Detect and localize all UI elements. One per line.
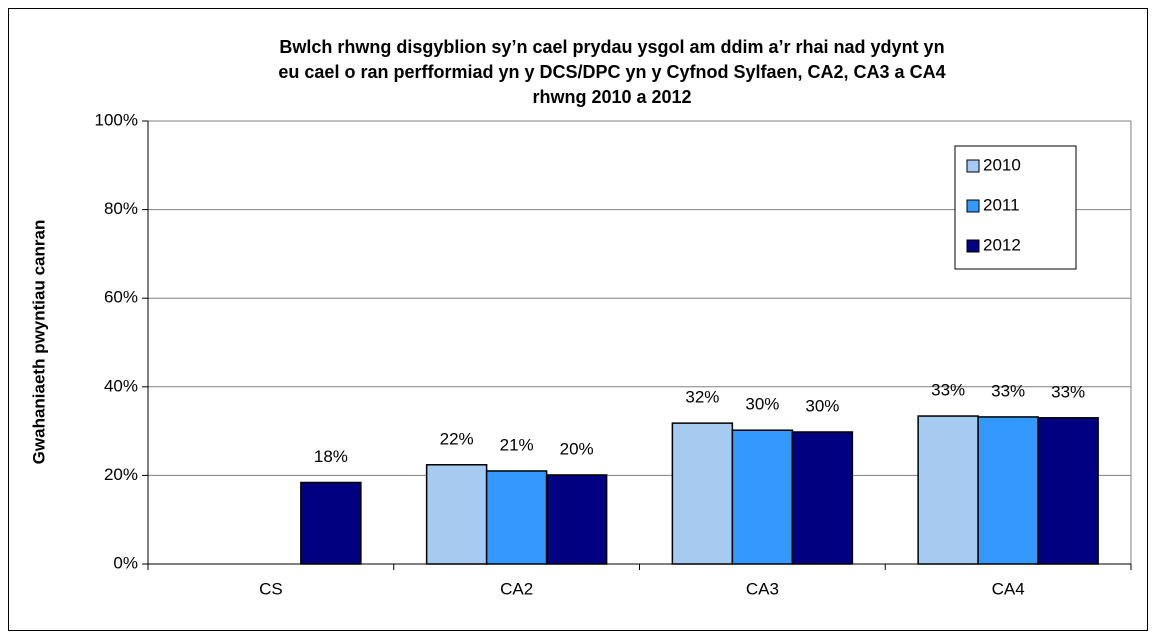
data-label: 18% [314,447,348,466]
bar [791,431,854,565]
chart-title: rhwng 2010 a 2012 [532,87,691,107]
y-axis-label: Gwahaniaeth pwyntiau canran [29,220,48,465]
data-label: 30% [745,395,779,414]
data-label: 32% [685,388,719,407]
bar [485,470,548,565]
bar [731,429,794,565]
y-tick-label: 20% [104,465,138,484]
data-label: 33% [1051,382,1085,401]
bar [977,416,1039,565]
legend-label: 2010 [983,155,1021,174]
x-tick-label: CS [259,579,283,598]
data-label: 21% [500,435,534,454]
chart-title: eu cael o ran perfformiad yn y DCS/DPC y… [278,62,945,82]
x-tick-label: CA4 [992,579,1025,598]
data-label: 33% [991,381,1025,400]
chart-title: Bwlch rhwng disgyblion sy’n cael prydau … [279,37,944,57]
legend-label: 2012 [983,235,1021,254]
y-tick-label: 60% [104,288,138,307]
legend-label: 2011 [983,195,1020,214]
y-tick-label: 80% [104,199,138,218]
y-tick-label: 100% [95,110,138,129]
data-label: 30% [805,396,839,415]
x-tick-label: CA3 [746,579,779,598]
data-label: 33% [931,381,965,400]
bar [425,464,488,565]
bar [671,422,734,565]
legend-swatch [966,199,980,213]
bar [545,474,608,565]
y-tick-label: 0% [113,553,138,572]
bar [1037,417,1099,565]
data-label: 22% [440,429,474,448]
bar [917,415,979,565]
y-tick-label: 40% [104,376,138,395]
data-label: 20% [560,439,594,458]
x-tick-label: CA2 [500,579,533,598]
legend-swatch [966,239,980,253]
legend-swatch [966,159,980,173]
bar [300,481,362,565]
